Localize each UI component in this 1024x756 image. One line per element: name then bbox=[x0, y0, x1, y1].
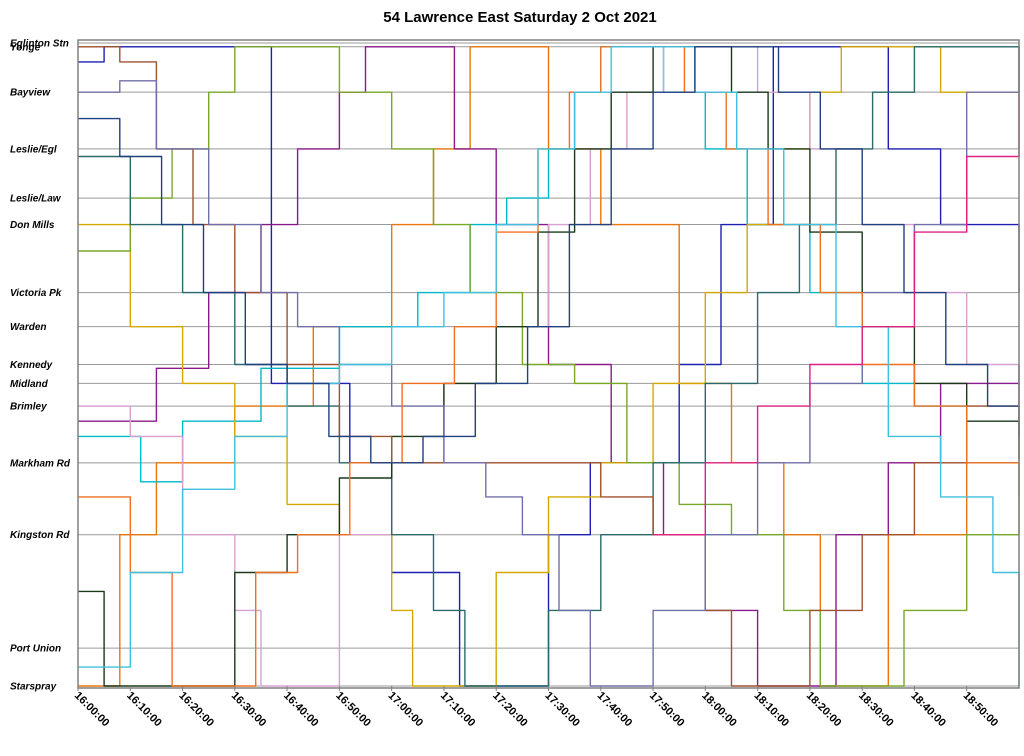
vehicle-trace bbox=[78, 46, 1020, 687]
stop-label: Victoria Pk bbox=[10, 288, 62, 299]
stop-label: Bayview bbox=[10, 88, 51, 99]
vehicle-trace bbox=[78, 46, 1020, 464]
time-labels: 16:00:00 16:10:00 16:20:00 16:30:00 16:40:00… bbox=[72, 686, 1000, 729]
vehicle-trace bbox=[653, 92, 1020, 536]
time-tick-label: 17:50:00 bbox=[647, 690, 687, 730]
stop-label: Eglinton Stn bbox=[10, 39, 69, 50]
time-tick-label: 16:00:00 bbox=[72, 690, 112, 730]
time-tick-label: 17:00:00 bbox=[386, 690, 426, 730]
stop-label: Markham Rd bbox=[10, 458, 71, 469]
time-tick-label: 17:40:00 bbox=[595, 690, 635, 730]
time-tick-label: 18:30:00 bbox=[856, 690, 896, 730]
time-tick-label: 16:50:00 bbox=[333, 690, 373, 730]
time-tick-label: 18:40:00 bbox=[908, 690, 948, 730]
stop-label: Kennedy bbox=[10, 360, 53, 371]
time-tick-label: 17:20:00 bbox=[490, 690, 530, 730]
stop-label: Warden bbox=[10, 322, 47, 333]
stop-label: Kingston Rd bbox=[10, 530, 70, 541]
chart-title: 54 Lawrence East Saturday 2 Oct 2021 bbox=[383, 9, 656, 26]
time-tick-label: 17:30:00 bbox=[542, 690, 582, 730]
time-tick-label: 18:50:00 bbox=[961, 690, 1001, 730]
time-tick-label: 18:20:00 bbox=[804, 690, 844, 730]
vehicle-trace bbox=[78, 46, 1020, 687]
stop-label: Don Mills bbox=[10, 220, 55, 231]
time-tick-label: 16:40:00 bbox=[281, 690, 321, 730]
time-tick-label: 16:30:00 bbox=[229, 690, 269, 730]
stop-label: Yonge bbox=[10, 42, 41, 53]
stop-label: Brimley bbox=[10, 402, 47, 413]
time-tick-label: 17:10:00 bbox=[438, 690, 478, 730]
time-tick-label: 16:10:00 bbox=[124, 690, 164, 730]
stop-label: Port Union bbox=[10, 644, 61, 655]
stop-label: Starspray bbox=[10, 682, 57, 693]
time-tick-label: 16:20:00 bbox=[176, 690, 216, 730]
stop-label: Leslie/Egl bbox=[10, 144, 57, 155]
vehicle-trace bbox=[78, 46, 1020, 687]
vehicle-trace bbox=[78, 46, 1020, 686]
vehicle-trace bbox=[78, 46, 1020, 687]
time-tick-label: 18:10:00 bbox=[751, 690, 791, 730]
time-tick-label: 18:00:00 bbox=[699, 690, 739, 730]
stop-label: Midland bbox=[10, 379, 49, 390]
stop-label: Leslie/Law bbox=[10, 194, 62, 205]
series-layer bbox=[78, 46, 1020, 687]
